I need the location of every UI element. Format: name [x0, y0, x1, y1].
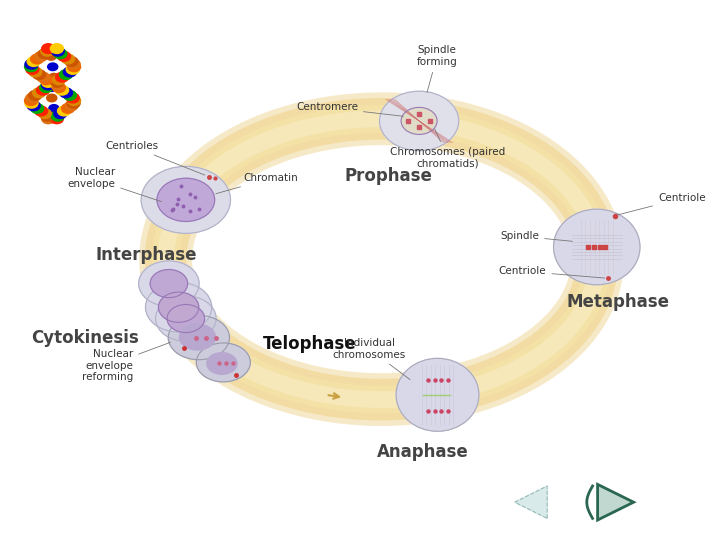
- Circle shape: [31, 54, 44, 64]
- Circle shape: [38, 49, 51, 59]
- Text: Chromosomes (paired
chromatids): Chromosomes (paired chromatids): [390, 129, 505, 168]
- Circle shape: [60, 88, 73, 98]
- Circle shape: [50, 44, 63, 53]
- Circle shape: [26, 65, 39, 75]
- Ellipse shape: [396, 359, 479, 431]
- Ellipse shape: [168, 315, 230, 360]
- Circle shape: [63, 91, 76, 100]
- Text: Spindle: Spindle: [500, 231, 572, 241]
- Circle shape: [24, 62, 37, 72]
- Ellipse shape: [554, 209, 640, 285]
- Circle shape: [141, 166, 230, 233]
- Circle shape: [42, 80, 55, 90]
- Text: Centriole: Centriole: [618, 193, 706, 215]
- Circle shape: [67, 59, 80, 69]
- Circle shape: [150, 269, 188, 298]
- Circle shape: [167, 305, 204, 333]
- Text: Spindle
forming: Spindle forming: [417, 45, 457, 92]
- Circle shape: [37, 72, 50, 82]
- Circle shape: [139, 261, 199, 306]
- Circle shape: [48, 115, 58, 123]
- Circle shape: [55, 72, 68, 82]
- Circle shape: [58, 51, 71, 61]
- Circle shape: [50, 80, 63, 90]
- Circle shape: [31, 104, 44, 113]
- Circle shape: [68, 62, 81, 72]
- Circle shape: [40, 75, 53, 85]
- Circle shape: [65, 57, 78, 66]
- Circle shape: [25, 98, 38, 108]
- Circle shape: [67, 98, 80, 108]
- Circle shape: [47, 84, 57, 91]
- Circle shape: [55, 85, 68, 95]
- Circle shape: [49, 105, 59, 112]
- Circle shape: [49, 73, 59, 81]
- Circle shape: [27, 57, 40, 66]
- Circle shape: [51, 111, 64, 121]
- Text: Nuclear
envelope
reforming: Nuclear envelope reforming: [82, 342, 171, 382]
- Text: Individual
chromosomes: Individual chromosomes: [333, 338, 410, 380]
- Circle shape: [54, 49, 67, 59]
- Circle shape: [58, 106, 71, 116]
- Circle shape: [37, 85, 50, 95]
- Text: Centromere: Centromere: [296, 103, 403, 116]
- Ellipse shape: [197, 343, 251, 382]
- Circle shape: [51, 46, 64, 56]
- Text: Centrioles: Centrioles: [105, 141, 205, 175]
- Circle shape: [24, 96, 37, 105]
- Circle shape: [42, 44, 55, 53]
- Text: Cytokinesis: Cytokinesis: [31, 329, 139, 347]
- Circle shape: [379, 91, 459, 151]
- Circle shape: [401, 107, 437, 134]
- Circle shape: [40, 83, 53, 92]
- Circle shape: [25, 59, 38, 69]
- Circle shape: [54, 109, 67, 118]
- Circle shape: [41, 111, 54, 121]
- Circle shape: [157, 178, 215, 221]
- Circle shape: [48, 63, 58, 71]
- Circle shape: [145, 282, 212, 332]
- Text: Anaphase: Anaphase: [377, 443, 469, 461]
- Polygon shape: [598, 484, 634, 520]
- Ellipse shape: [179, 324, 215, 350]
- Circle shape: [42, 114, 55, 124]
- Circle shape: [53, 83, 66, 92]
- Circle shape: [32, 88, 45, 98]
- Circle shape: [50, 114, 63, 124]
- Circle shape: [65, 101, 78, 111]
- Circle shape: [46, 52, 56, 60]
- Text: Chromatin: Chromatin: [216, 173, 298, 194]
- Circle shape: [66, 93, 79, 103]
- Ellipse shape: [207, 353, 237, 374]
- Circle shape: [35, 51, 48, 61]
- Text: Interphase: Interphase: [96, 246, 197, 264]
- Circle shape: [41, 46, 54, 56]
- Circle shape: [50, 78, 63, 87]
- Text: Telophase: Telophase: [263, 335, 356, 353]
- Circle shape: [158, 292, 199, 322]
- Circle shape: [38, 109, 51, 118]
- Circle shape: [42, 78, 55, 87]
- Polygon shape: [515, 486, 547, 518]
- Circle shape: [53, 75, 66, 85]
- Circle shape: [66, 65, 79, 75]
- Circle shape: [35, 106, 48, 116]
- Text: Nuclear
envelope: Nuclear envelope: [68, 167, 161, 201]
- Circle shape: [29, 67, 42, 77]
- Text: Prophase: Prophase: [345, 167, 433, 185]
- Circle shape: [29, 91, 42, 100]
- Circle shape: [60, 70, 73, 79]
- Circle shape: [27, 101, 40, 111]
- Circle shape: [156, 296, 216, 341]
- Text: Metaphase: Metaphase: [567, 293, 670, 311]
- Circle shape: [61, 54, 74, 64]
- Circle shape: [32, 70, 45, 79]
- Circle shape: [47, 94, 57, 102]
- Circle shape: [68, 96, 81, 105]
- Circle shape: [26, 93, 39, 103]
- Text: Centriole: Centriole: [499, 266, 605, 278]
- Circle shape: [63, 67, 76, 77]
- Circle shape: [61, 104, 74, 113]
